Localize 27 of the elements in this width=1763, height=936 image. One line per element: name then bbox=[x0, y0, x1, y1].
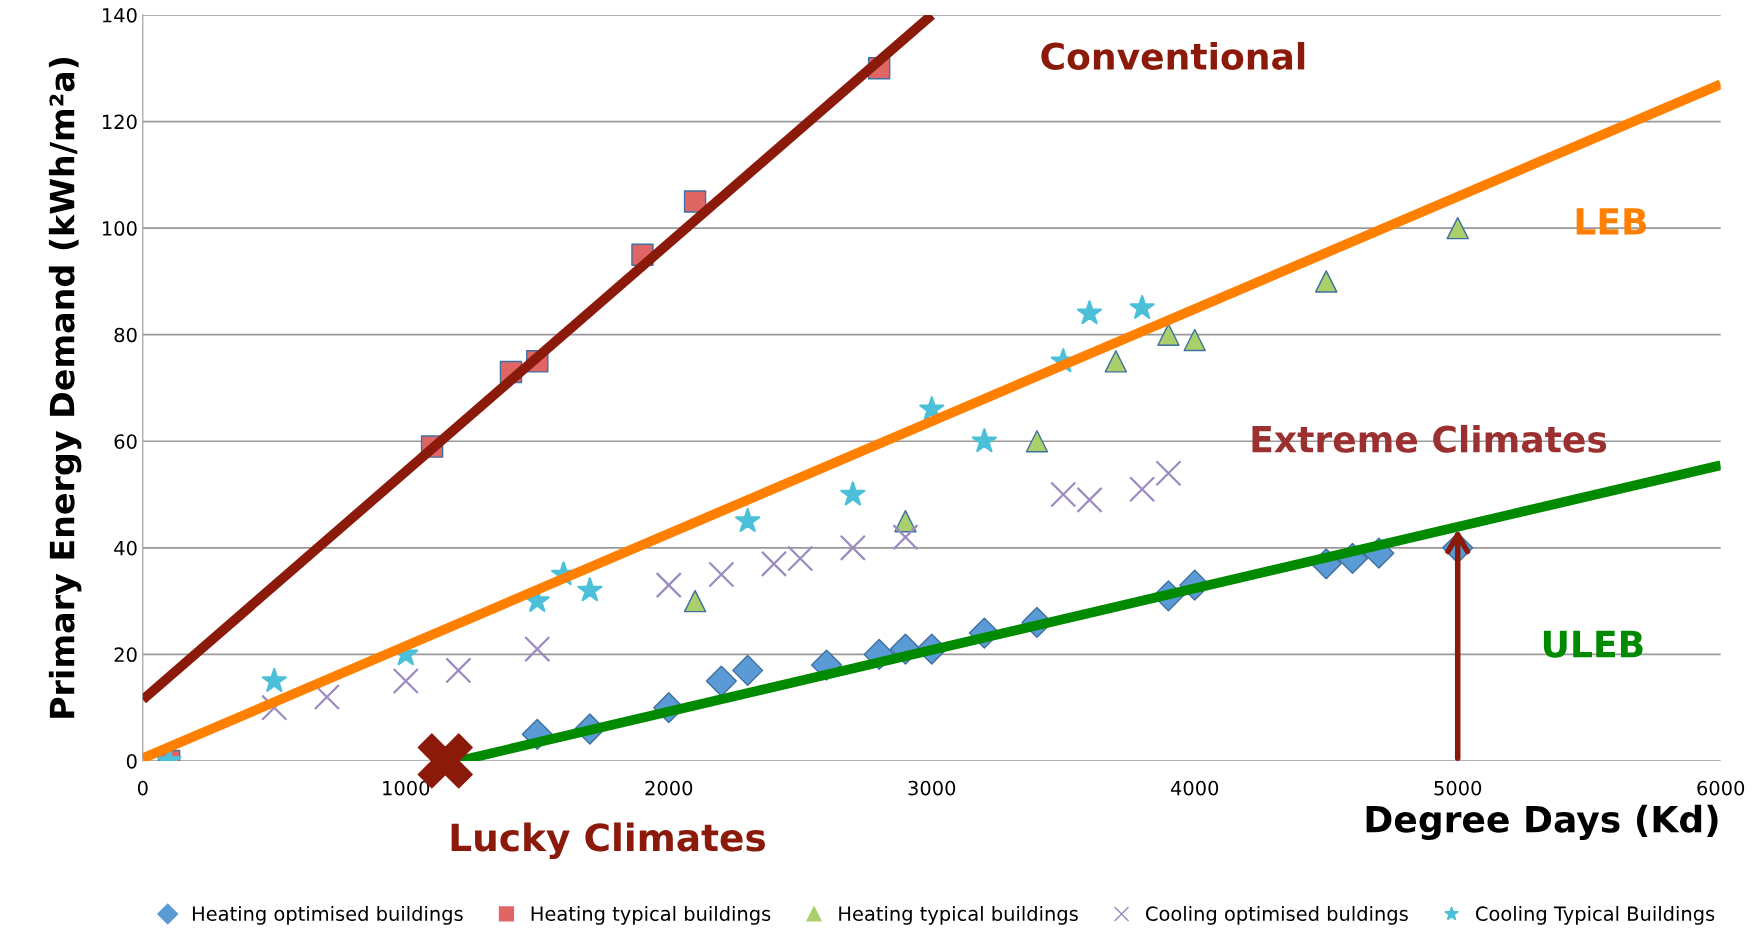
y-tick-label: 140 bbox=[102, 7, 137, 23]
legend-label: Cooling optimised buldings bbox=[1146, 905, 1408, 925]
x-tick-label: 2000 bbox=[645, 780, 693, 796]
text: Lucky Climates bbox=[451, 822, 765, 860]
x-tick-label: 1000 bbox=[383, 780, 430, 796]
x-tick-label: 5000 bbox=[1434, 780, 1482, 796]
text: Conventional bbox=[1041, 41, 1305, 70]
y-tick-label: 80 bbox=[114, 327, 137, 343]
y-tick-label: 60 bbox=[114, 434, 137, 449]
series-label: LEB bbox=[1576, 208, 1647, 235]
x-tick-label: 0 bbox=[137, 780, 148, 796]
y-tick-label: 20 bbox=[114, 647, 137, 663]
x-axis-title: Degree Days (Kd) bbox=[1366, 804, 1718, 841]
y-tick-label: 0 bbox=[126, 753, 137, 769]
annotation: Extreme Climates bbox=[1252, 424, 1607, 453]
y-axis-title: Primary Energy Demand (kWh/m²a) bbox=[48, 57, 82, 718]
legend-label: Heating typical buildings bbox=[531, 905, 771, 925]
x-tick-label: 3000 bbox=[908, 780, 956, 796]
y-tick-label: 100 bbox=[102, 221, 137, 236]
legend-label: Cooling Typical Buildings bbox=[1475, 905, 1715, 925]
y-tick-label: 40 bbox=[114, 540, 137, 556]
legend-label: Heating typical buildings bbox=[839, 905, 1078, 925]
legend-label: Heating optimised buildings bbox=[192, 905, 463, 925]
text: ULEB bbox=[1543, 630, 1643, 658]
x-tick-label: 6000 bbox=[1697, 780, 1745, 796]
y-tick-label: 120 bbox=[102, 114, 137, 130]
x-tick-label: 4000 bbox=[1170, 780, 1219, 796]
